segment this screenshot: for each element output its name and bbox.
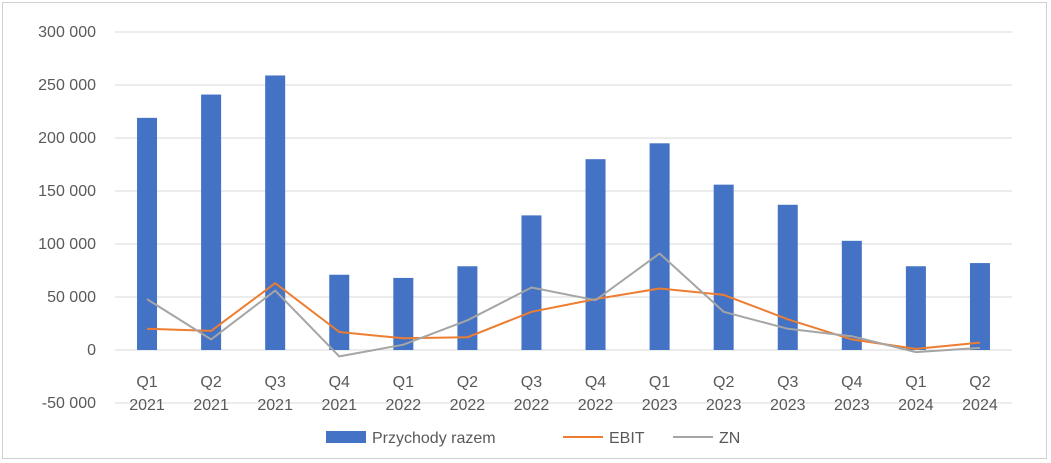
legend-label: Przychody razem <box>372 430 496 447</box>
y-tick-label: 150 000 <box>38 183 96 200</box>
x-tick-year: 2022 <box>386 397 422 414</box>
bar <box>969 263 990 350</box>
bar <box>649 143 670 350</box>
x-tick-quarter: Q4 <box>841 374 862 391</box>
series-line-ebit <box>146 282 981 350</box>
x-tick-year: 2021 <box>129 397 165 414</box>
legend-label: EBIT <box>609 430 645 447</box>
x-tick-quarter: Q4 <box>329 374 350 391</box>
x-tick-year: 2021 <box>193 397 229 414</box>
legend-swatch-bar <box>326 431 366 443</box>
gridlines <box>115 31 1012 404</box>
x-tick-quarter: Q2 <box>713 374 734 391</box>
bar <box>841 240 862 350</box>
x-tick-quarter: Q2 <box>969 374 990 391</box>
x-tick-quarter: Q1 <box>136 374 157 391</box>
bar <box>329 274 350 350</box>
bar <box>905 266 926 350</box>
y-tick-label: 200 000 <box>38 130 96 147</box>
bar <box>137 117 158 350</box>
bar <box>713 184 734 350</box>
line-series <box>146 252 981 358</box>
x-tick-year: 2023 <box>642 397 678 414</box>
bar <box>393 277 414 350</box>
x-tick-quarter: Q3 <box>777 374 798 391</box>
y-tick-label: 100 000 <box>38 236 96 253</box>
x-tick-year: 2022 <box>578 397 614 414</box>
x-axis: Q1 2021 Q2 2021 Q3 2021 Q4 2021 Q1 2022 Q2 2022 Q3 20… <box>129 374 998 414</box>
x-tick-year: 2023 <box>770 397 806 414</box>
x-tick-quarter: Q1 <box>393 374 414 391</box>
series-line-zn <box>146 252 981 358</box>
bar <box>201 94 222 350</box>
x-tick-quarter: Q2 <box>457 374 478 391</box>
bar <box>585 159 606 350</box>
x-tick-quarter: Q3 <box>265 374 286 391</box>
x-tick-year: 2023 <box>706 397 742 414</box>
bar <box>265 75 286 351</box>
x-tick-year: 2021 <box>257 397 293 414</box>
x-tick-quarter: Q4 <box>585 374 606 391</box>
x-tick-year: 2022 <box>514 397 550 414</box>
y-axis: -50 000 0 50 000 100 000 150 000 200 000 250 0… <box>38 24 96 412</box>
y-tick-label: 0 <box>87 342 96 359</box>
bar <box>521 215 542 350</box>
y-tick-label: -50 000 <box>42 395 96 412</box>
x-tick-year: 2022 <box>450 397 486 414</box>
y-tick-label: 300 000 <box>38 24 96 41</box>
bar-series <box>137 75 990 351</box>
x-tick-quarter: Q1 <box>649 374 670 391</box>
y-tick-label: 250 000 <box>38 77 96 94</box>
legend: Przychody razem EBIT ZN <box>326 430 740 447</box>
x-tick-year: 2023 <box>834 397 870 414</box>
y-tick-label: 50 000 <box>47 289 96 306</box>
x-tick-quarter: Q2 <box>200 374 221 391</box>
legend-label: ZN <box>719 430 740 447</box>
bar <box>457 266 478 350</box>
bar <box>777 204 798 350</box>
x-tick-quarter: Q1 <box>905 374 926 391</box>
x-tick-year: 2021 <box>321 397 357 414</box>
x-tick-quarter: Q3 <box>521 374 542 391</box>
x-tick-year: 2024 <box>898 397 934 414</box>
x-tick-year: 2024 <box>962 397 998 414</box>
